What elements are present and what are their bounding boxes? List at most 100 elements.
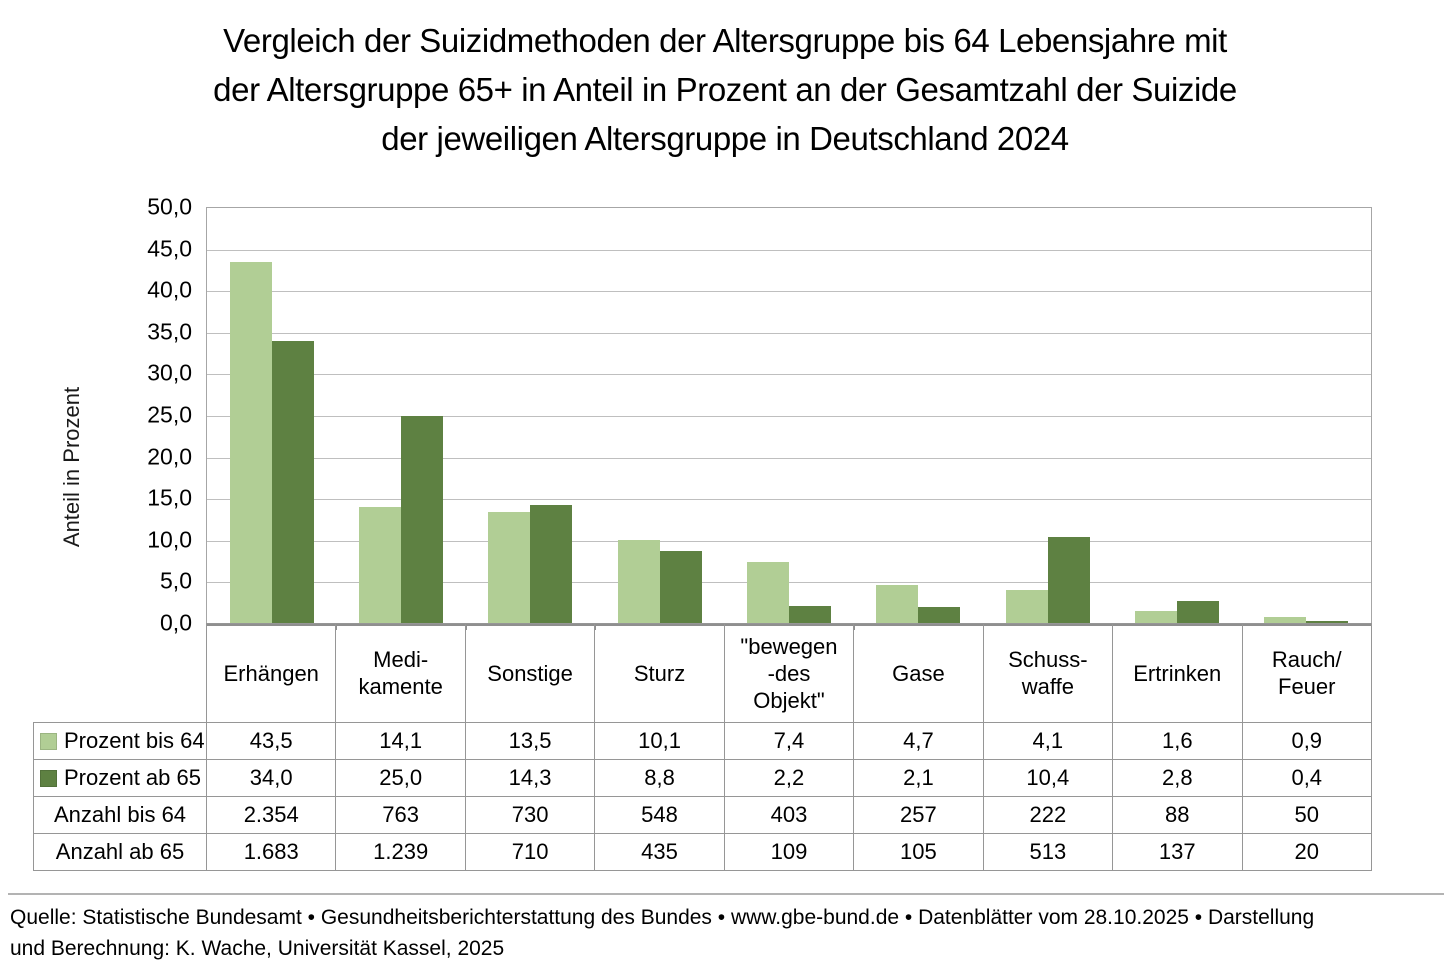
chart-title-line: der jeweiligen Altersgruppe in Deutschla… [381,120,1069,157]
bar-prozent-ab-65 [789,605,831,624]
table-row: Prozent ab 65 34,0 25,0 14,3 8,8 2,2 2,1 10,4 2,… [33,759,1372,797]
value-cell: 4,7 [853,722,984,760]
value-cell: 1,6 [1112,722,1243,760]
value-cell: 109 [723,833,855,871]
value-cell: 43,5 [205,722,337,760]
row-label: Anzahl ab 65 [33,833,207,871]
category-label-line: Rauch/ [1271,647,1342,672]
plot-area [206,207,1372,630]
table-header-cell: Ertrinken [1112,623,1243,723]
value-cell: 403 [723,796,855,834]
value-cell: 20 [1241,833,1372,871]
table-header-row: Erhängen Medi-kamente Sonstige Sturz "bewege… [34,623,1372,723]
bar-prozent-ab-65 [530,505,573,624]
category-label-line: Sonstige [487,660,573,686]
value-cell: 10,1 [594,722,725,760]
category-label-line: Objekt" [753,687,825,713]
source-text-line: Quelle: Statistische Bundesamt • Gesundh… [10,906,1315,929]
category-label-line: Erhängen [223,660,319,686]
category-label-line: Gase [892,660,945,686]
table-header-cell: Schuss-waffe [982,623,1114,723]
value-cell: 34,0 [205,759,337,797]
row-label: Anzahl bis 64 [33,796,207,834]
y-tick-label: 20,0 [147,443,192,470]
y-tick-label: 50,0 [147,193,192,220]
value-cell: 25,0 [335,759,466,797]
bar-prozent-bis-64 [876,584,919,624]
chart-title: Vergleich der Suizidmethoden der Altersg… [0,16,1450,163]
gridline [207,332,1371,334]
bar-prozent-ab-65 [1047,537,1090,624]
value-cell: 257 [853,796,984,834]
legend-swatch [40,770,57,787]
bar-prozent-ab-65 [918,606,961,624]
gridline [207,416,1371,417]
table-header-cell: Sturz [594,623,725,723]
table-header-cell: Sonstige [464,623,596,723]
value-cell: 730 [464,796,596,834]
source-text-line: und Berechnung: K. Wache, Universität Ka… [10,937,505,960]
value-cell: 137 [1112,833,1243,871]
value-cell: 2,8 [1112,759,1243,797]
category-label-line: waffe [1021,674,1074,699]
value-cell: 8,8 [594,759,725,797]
value-cell: 222 [982,796,1114,834]
category-label-line: -des [767,660,811,686]
value-cell: 710 [464,833,596,871]
y-tick-label: 10,0 [147,526,192,553]
table-row: Anzahl bis 64 2.354 763 730 548 403 257 222 88 50 [33,796,1372,834]
value-cell: 105 [853,833,984,871]
value-cell: 50 [1241,796,1372,834]
table-row: Prozent bis 64 43,5 14,1 13,5 10,1 7,4 4,7 4,1 1… [33,722,1372,760]
y-axis-title: Anteil in Prozent [57,259,87,675]
y-tick-label: 0,0 [160,609,192,636]
row-label-text: Prozent ab 65 [64,765,201,790]
bar-prozent-bis-64 [488,511,531,624]
value-cell: 1.683 [205,833,337,871]
gridline [207,582,1371,584]
bar-prozent-bis-64 [1005,589,1048,624]
bar-prozent-bis-64 [1264,616,1307,624]
bar-prozent-bis-64 [229,262,272,624]
category-label-line: Sturz [633,660,686,686]
value-cell: 548 [594,796,725,834]
y-axis-title-text: Anteil in Prozent [59,386,85,548]
y-tick-label: 5,0 [160,567,192,594]
table-header-cell: "bewegen -des Objekt" [723,623,855,723]
table-header-cell: Rauch/Feuer [1241,623,1372,723]
gridline [207,540,1371,542]
bar-prozent-bis-64 [617,539,660,624]
table-row: Anzahl ab 65 1.683 1.239 710 435 109 105 513 137… [33,833,1372,871]
value-cell: 4,1 [982,722,1114,760]
row-label-text: Anzahl ab 65 [55,839,185,864]
value-cell: 10,4 [982,759,1114,797]
chart-title-line: Vergleich der Suizidmethoden der Altersg… [223,22,1227,59]
chart-title-line: der Altersgruppe 65+ in Anteil in Prozen… [213,71,1237,108]
value-cell: 88 [1112,796,1243,834]
value-cell: 0,9 [1241,722,1372,760]
table-header-cell: Erhängen [205,623,337,723]
row-label: Prozent bis 64 [33,722,207,760]
category-label-line: Schuss- [1008,647,1088,672]
value-cell: 435 [594,833,725,871]
table-corner-cell [34,624,207,723]
bar-prozent-bis-64 [747,562,789,624]
gridline [207,374,1371,376]
y-tick-label: 25,0 [147,401,192,428]
gridline [207,457,1371,459]
y-tick-label: 15,0 [147,484,192,511]
value-cell: 14,1 [335,722,466,760]
data-table: Erhängen Medi-kamente Sonstige Sturz "bewege… [33,623,1372,871]
table-header-cell: Gase [853,623,984,723]
gridline [207,499,1371,501]
gridline [207,291,1371,293]
y-tick-label: 45,0 [147,235,192,262]
value-cell: 13,5 [464,722,596,760]
y-tick-label: 35,0 [147,318,192,345]
value-cell: 0,4 [1241,759,1372,797]
bar-prozent-ab-65 [1177,600,1219,624]
bar-prozent-bis-64 [1135,610,1177,624]
category-label-line: Ertrinken [1133,660,1222,686]
bar-prozent-ab-65 [659,550,702,624]
